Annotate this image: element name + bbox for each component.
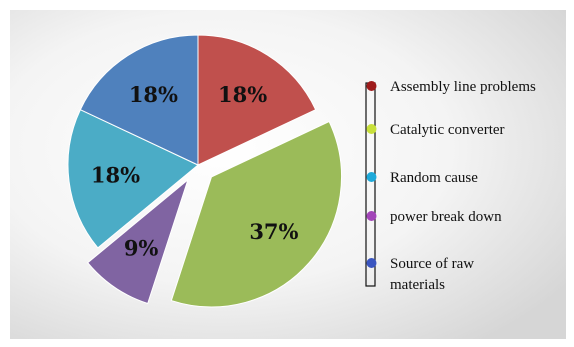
legend-label-assembly-line-problems: Assembly line problems: [390, 79, 536, 95]
slice-label-assembly-line-problems: 18%: [218, 82, 267, 107]
slice-assembly-line-problems: [197, 34, 317, 166]
legend: Assembly line problems Catalytic converte…: [365, 79, 536, 293]
slice-random-cause: [67, 108, 199, 249]
legend-label-random-cause: Random cause: [390, 170, 478, 186]
slices: [67, 34, 343, 308]
legend-label-power-break-down: power break down: [390, 209, 502, 225]
slice-label-source-of-raw-materials: 18%: [129, 82, 178, 107]
slice-label-catalytic-converter: 37%: [249, 219, 298, 244]
legend-label-source-of-raw-materials: Source of raw: [390, 256, 474, 272]
legend-marker-power-break-down: [366, 211, 377, 221]
legend-marker-random-cause: [366, 172, 377, 182]
slice-power-break-down: [87, 178, 189, 305]
slice-source-of-raw-materials: [79, 34, 199, 166]
slice-catalytic-converter: [170, 120, 343, 308]
legend-marker-source-of-raw-materials: [366, 258, 377, 268]
slice-label-random-cause: 18%: [91, 162, 140, 187]
legend-marker-assembly-line-problems: [366, 81, 377, 91]
slice-labels: 18% 37% 9% 18% 18%: [91, 82, 299, 261]
legend-label-source-of-raw-materials-line2: materials: [390, 277, 445, 293]
legend-marker-catalytic-converter: [366, 124, 377, 134]
slice-label-power-break-down: 9%: [124, 236, 159, 261]
legend-label-catalytic-converter: Catalytic converter: [390, 122, 505, 138]
